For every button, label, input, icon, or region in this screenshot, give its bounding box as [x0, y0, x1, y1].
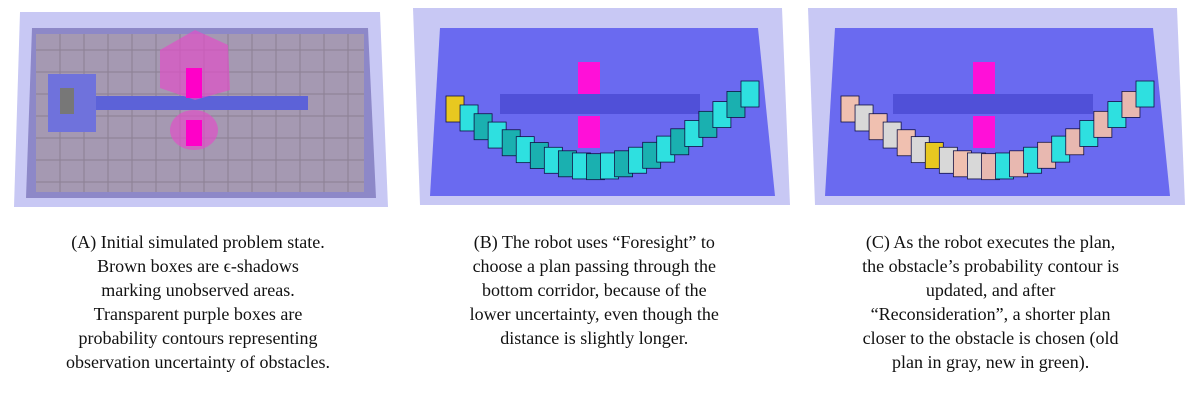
panel-c-image [808, 8, 1185, 205]
caption-line: probability contours representing [0, 326, 396, 350]
obstacle [578, 116, 600, 148]
caption-line: Brown boxes are ϵ-shadows [0, 254, 396, 278]
caption-line: (C) As the robot executes the plan, [793, 230, 1189, 254]
wall [500, 94, 700, 114]
panel-label: (C) [866, 232, 890, 252]
caption-text: the obstacle’s probability contour is [862, 256, 1119, 276]
caption-line: observation uncertainty of obstacles. [0, 350, 396, 374]
caption-text: updated, and after [926, 280, 1055, 300]
page: (A) Initial simulated problem state.Brow… [0, 0, 1189, 412]
obstacle [186, 120, 202, 146]
panel-label: (A) [71, 232, 96, 252]
caption-line: choose a plan passing through the [396, 254, 792, 278]
caption-line: bottom corridor, because of the [396, 278, 792, 302]
figure-images [0, 0, 1189, 215]
wall [96, 96, 308, 110]
robot [60, 88, 74, 114]
caption-line: updated, and after [793, 278, 1189, 302]
caption-line: marking unobserved areas. [0, 278, 396, 302]
caption-text: “Reconsideration”, a shorter plan [871, 304, 1111, 324]
panel-label: (B) [474, 232, 498, 252]
caption-text: Initial simulated problem state. [101, 232, 325, 252]
caption-text: marking unobserved areas. [101, 280, 294, 300]
wall [893, 94, 1093, 114]
panel-b-image [413, 8, 790, 205]
caption: (C) As the robot executes the plan,the o… [793, 230, 1189, 374]
caption-text: bottom corridor, because of the [482, 280, 707, 300]
obstacle [973, 116, 995, 148]
robot-pose [1136, 81, 1154, 107]
caption-text: distance is slightly longer. [500, 328, 688, 348]
caption-text: observation uncertainty of obstacles. [66, 352, 330, 372]
obstacle [578, 62, 600, 94]
caption-line: (A) Initial simulated problem state. [0, 230, 396, 254]
caption-line: “Reconsideration”, a shorter plan [793, 302, 1189, 326]
caption: (A) Initial simulated problem state.Brow… [0, 230, 396, 374]
caption-line: the obstacle’s probability contour is [793, 254, 1189, 278]
caption-text: plan in gray, new in green). [892, 352, 1089, 372]
caption-text: As the robot executes the plan, [893, 232, 1115, 252]
caption-text: probability contours representing [79, 328, 318, 348]
caption-line: distance is slightly longer. [396, 326, 792, 350]
caption-line: (B) The robot uses “Foresight” to [396, 230, 792, 254]
caption-text: closer to the obstacle is chosen (old [863, 328, 1119, 348]
caption-text: Transparent purple boxes are [94, 304, 303, 324]
robot-pose [741, 81, 759, 107]
caption-text: choose a plan passing through the [473, 256, 716, 276]
obstacle [186, 68, 202, 98]
caption-line: closer to the obstacle is chosen (old [793, 326, 1189, 350]
caption-line: Transparent purple boxes are [0, 302, 396, 326]
panel-a-image [14, 12, 388, 207]
caption-text: lower uncertainty, even though the [470, 304, 719, 324]
obstacle [973, 62, 995, 94]
caption-text: The robot uses “Foresight” to [502, 232, 715, 252]
caption-line: plan in gray, new in green). [793, 350, 1189, 374]
caption-text: Brown boxes are ϵ-shadows [97, 256, 299, 276]
caption-line: lower uncertainty, even though the [396, 302, 792, 326]
